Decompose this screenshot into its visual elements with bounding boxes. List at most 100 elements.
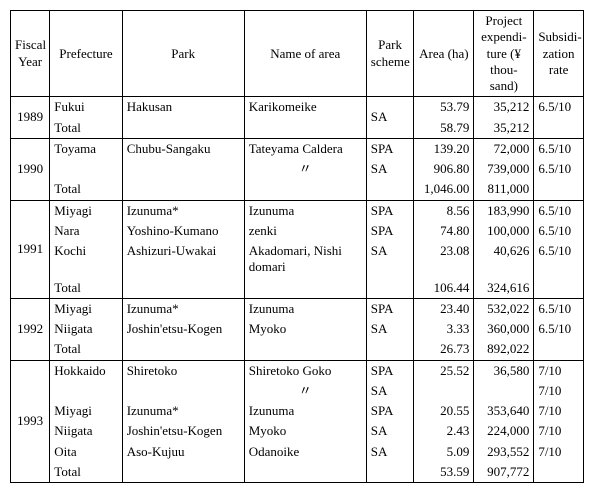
cell-park — [122, 462, 244, 483]
header-scheme: Park scheme — [366, 11, 414, 97]
header-park: Park — [122, 11, 244, 97]
cell-park — [122, 339, 244, 360]
header-year: Fiscal Year — [11, 11, 50, 97]
cell-expenditure: 892,022 — [474, 339, 534, 360]
cell-scheme: SPA — [366, 138, 414, 159]
cell-rate: 6.5/10 — [534, 159, 584, 179]
cell-rate: 7/10 — [534, 360, 584, 381]
table-row: NiigataJoshin'etsu-KogenMyokoSA3.33360,0… — [11, 319, 584, 339]
cell-prefecture: Miyagi — [50, 401, 122, 421]
cell-scheme — [366, 462, 414, 483]
cell-scheme: SPA — [366, 298, 414, 319]
cell-prefecture: Niigata — [50, 421, 122, 441]
cell-expenditure: 811,000 — [474, 179, 534, 200]
cell-area-ha: 25.52 — [414, 360, 474, 381]
cell-scheme: SA — [366, 319, 414, 339]
table-row: 1989FukuiHakusanKarikomeikeSA53.7935,212… — [11, 97, 584, 118]
table-row: Total1,046.00811,000 — [11, 179, 584, 200]
cell-park — [122, 118, 244, 139]
cell-area-name: Tateyama Caldera — [244, 138, 366, 159]
cell-area-name: Odanoike — [244, 442, 366, 462]
cell-year: 1993 — [11, 360, 50, 483]
header-prefecture: Prefecture — [50, 11, 122, 97]
table-row: MiyagiIzunuma*IzunumaSPA20.55353,6407/10 — [11, 401, 584, 421]
cell-park: Joshin'etsu-Kogen — [122, 319, 244, 339]
cell-prefecture: Kochi — [50, 241, 122, 278]
cell-area-ha: 106.44 — [414, 278, 474, 299]
cell-area-name: Izunuma — [244, 401, 366, 421]
cell-area-name — [244, 278, 366, 299]
cell-rate: 7/10 — [534, 421, 584, 441]
cell-area-ha: 53.79 — [414, 97, 474, 118]
cell-area-ha: 74.80 — [414, 221, 474, 241]
cell-prefecture: Hokkaido — [50, 360, 122, 381]
cell-area-ha: 3.33 — [414, 319, 474, 339]
table-row: NiigataJoshin'etsu-KogenMyokoSA2.43224,0… — [11, 421, 584, 441]
cell-prefecture: Oita — [50, 442, 122, 462]
cell-scheme — [366, 339, 414, 360]
cell-rate — [534, 179, 584, 200]
cell-prefecture — [50, 159, 122, 179]
cell-area-name: Akadomari, Nishi domari — [244, 241, 366, 278]
cell-park: Aso-Kujuu — [122, 442, 244, 462]
cell-area-name — [244, 339, 366, 360]
cell-prefecture: Miyagi — [50, 200, 122, 221]
cell-scheme: SA — [366, 159, 414, 179]
cell-area-ha: 23.40 — [414, 298, 474, 319]
cell-park — [122, 278, 244, 299]
cell-rate: 7/10 — [534, 442, 584, 462]
cell-prefecture: Toyama — [50, 138, 122, 159]
cell-prefecture: Total — [50, 118, 122, 139]
cell-area-name: zenki — [244, 221, 366, 241]
cell-area-ha: 23.08 — [414, 241, 474, 278]
cell-rate: 6.5/10 — [534, 200, 584, 221]
cell-prefecture: Total — [50, 278, 122, 299]
cell-expenditure: 35,212 — [474, 118, 534, 139]
cell-area-name: 〃 — [244, 159, 366, 179]
cell-scheme — [366, 278, 414, 299]
table-row: Total106.44324,616 — [11, 278, 584, 299]
cell-park — [122, 159, 244, 179]
cell-park: Ashizuri-Uwakai — [122, 241, 244, 278]
cell-area-name — [244, 179, 366, 200]
cell-scheme: SA — [366, 421, 414, 441]
table-row: 1990ToyamaChubu-SangakuTateyama CalderaS… — [11, 138, 584, 159]
cell-year: 1992 — [11, 298, 50, 360]
table-row: 1991MiyagiIzunuma*IzunumaSPA8.56183,9906… — [11, 200, 584, 221]
cell-rate: 6.5/10 — [534, 221, 584, 241]
cell-area-ha: 2.43 — [414, 421, 474, 441]
cell-scheme — [366, 179, 414, 200]
cell-area-name: Karikomeike — [244, 97, 366, 118]
cell-expenditure: 532,022 — [474, 298, 534, 319]
table-body: 1989FukuiHakusanKarikomeikeSA53.7935,212… — [11, 97, 584, 483]
cell-rate: 7/10 — [534, 381, 584, 401]
cell-area-name: Myoko — [244, 319, 366, 339]
cell-expenditure — [474, 381, 534, 401]
cell-area-ha: 26.73 — [414, 339, 474, 360]
cell-prefecture: Niigata — [50, 319, 122, 339]
cell-expenditure: 293,552 — [474, 442, 534, 462]
table-row: Total58.7935,212 — [11, 118, 584, 139]
cell-park: Joshin'etsu-Kogen — [122, 421, 244, 441]
cell-area-ha: 1,046.00 — [414, 179, 474, 200]
cell-expenditure: 35,212 — [474, 97, 534, 118]
cell-area-name: Izunuma — [244, 298, 366, 319]
cell-park: Hakusan — [122, 97, 244, 118]
cell-scheme: SPA — [366, 401, 414, 421]
cell-area-name: Shiretoko Goko — [244, 360, 366, 381]
cell-scheme: SA — [366, 241, 414, 278]
cell-rate — [534, 278, 584, 299]
table-row: 〃SA7/10 — [11, 381, 584, 401]
cell-area-name — [244, 118, 366, 139]
cell-area-name: Izunuma — [244, 200, 366, 221]
cell-area-ha: 8.56 — [414, 200, 474, 221]
cell-rate: 6.5/10 — [534, 138, 584, 159]
table-row: 1993HokkaidoShiretokoShiretoko GokoSPA25… — [11, 360, 584, 381]
table-header: Fiscal Year Prefecture Park Name of area… — [11, 11, 584, 97]
cell-scheme: SPA — [366, 200, 414, 221]
cell-expenditure: 72,000 — [474, 138, 534, 159]
table-row: Total26.73892,022 — [11, 339, 584, 360]
cell-prefecture: Total — [50, 462, 122, 483]
cell-scheme: SA — [366, 442, 414, 462]
header-area-ha: Area (ha) — [414, 11, 474, 97]
